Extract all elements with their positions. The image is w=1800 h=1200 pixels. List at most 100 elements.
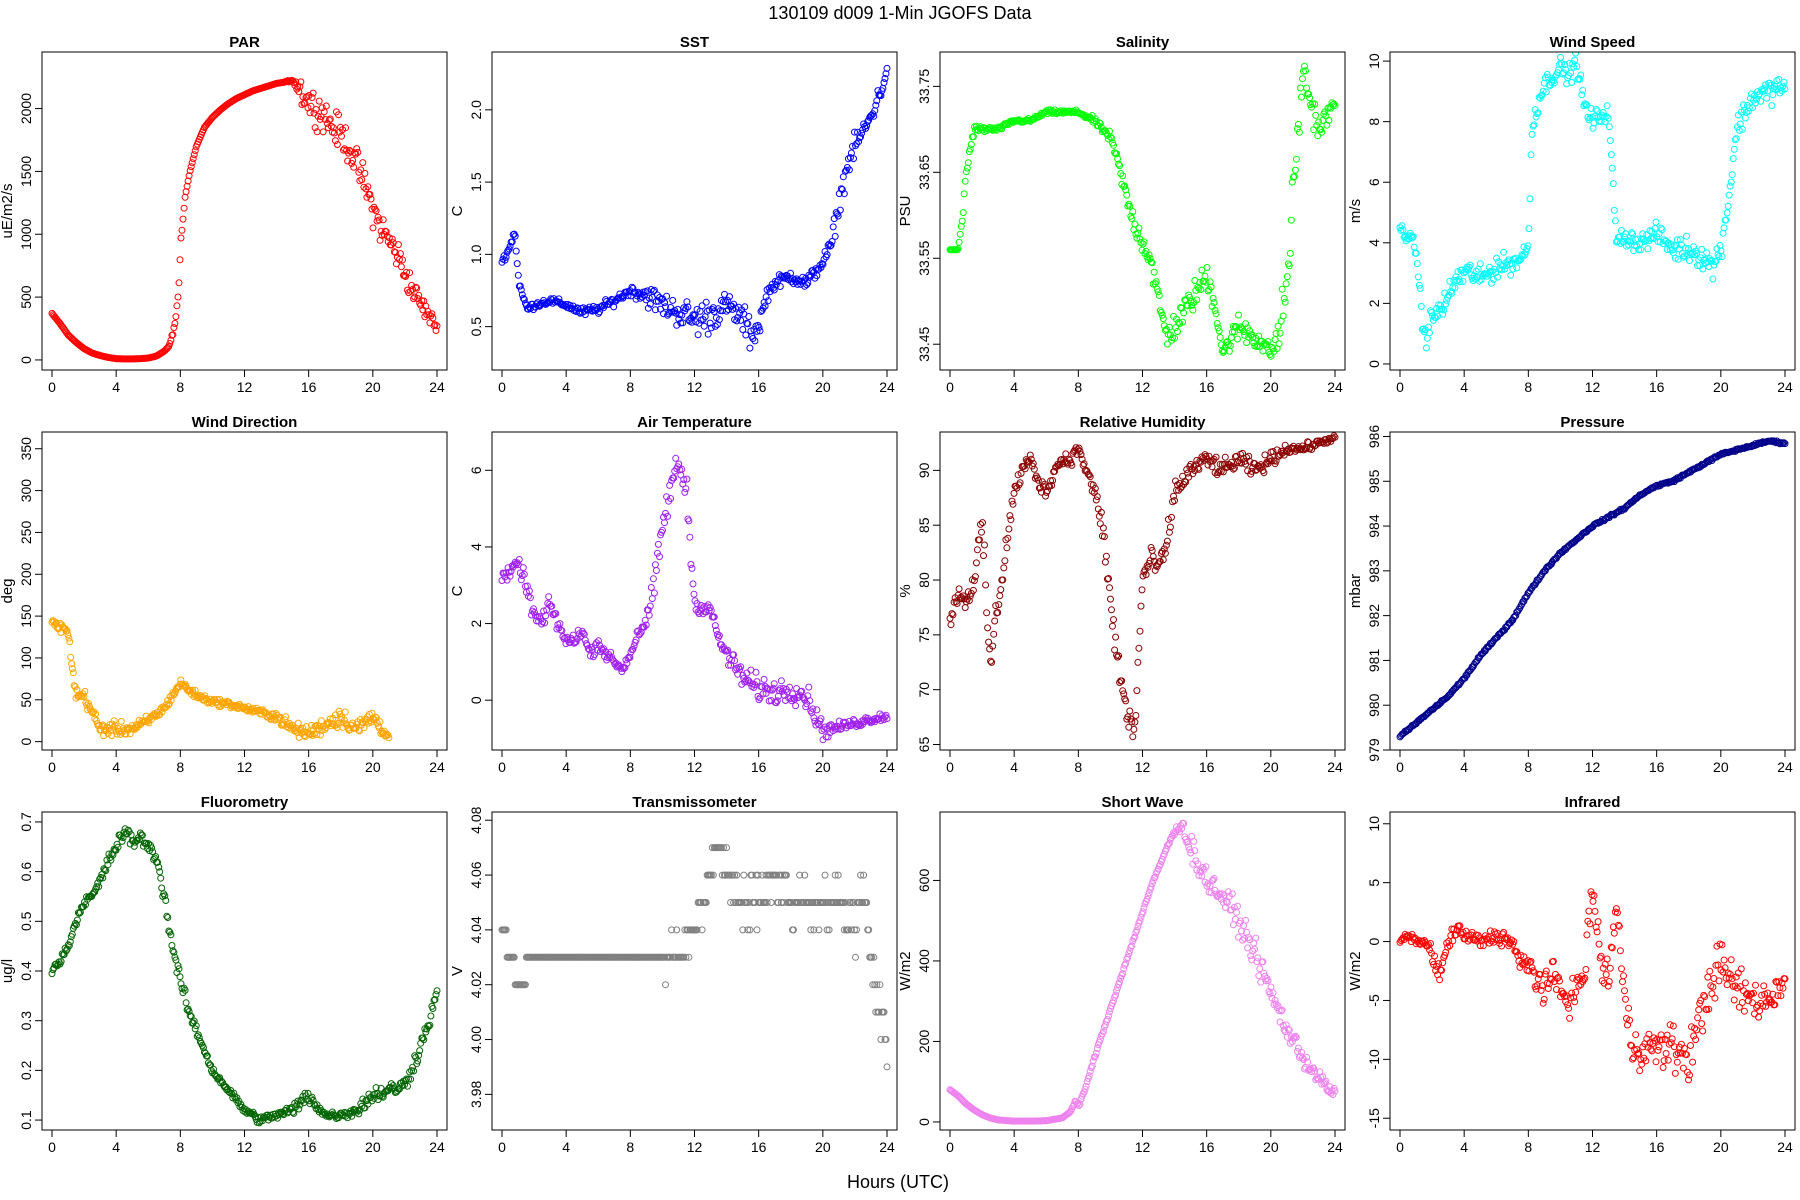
point-infrared-211 bbox=[1610, 929, 1618, 937]
point-air-temperature-204 bbox=[705, 607, 713, 615]
x-tick-label-air-temperature-1: 4 bbox=[562, 759, 570, 775]
point-air-temperature-219 bbox=[721, 646, 728, 654]
point-wind-direction-47 bbox=[90, 708, 98, 716]
point-infrared-339 bbox=[1740, 1007, 1748, 1015]
point-fluorometry-132 bbox=[182, 999, 190, 1007]
point-short-wave-235 bbox=[1185, 843, 1193, 851]
point-infrared-253 bbox=[1653, 1035, 1661, 1043]
point-fluorometry-46 bbox=[95, 883, 103, 891]
point-relative-humidity-158 bbox=[1107, 595, 1114, 603]
point-infrared-331 bbox=[1732, 973, 1740, 981]
point-infrared-166 bbox=[1565, 1004, 1573, 1012]
point-wind-speed-115 bbox=[1513, 264, 1521, 272]
point-infrared-115 bbox=[1513, 948, 1521, 956]
x-tick-label-transmissometer-5: 20 bbox=[815, 1139, 831, 1155]
point-salinity-263 bbox=[1213, 320, 1221, 327]
x-tick-label-sst-4: 16 bbox=[751, 379, 767, 395]
point-fluorometry-377 bbox=[431, 996, 439, 1004]
point-wind-speed-249 bbox=[1649, 235, 1657, 243]
point-wind-direction-369 bbox=[376, 718, 384, 726]
point-infrared-252 bbox=[1652, 1058, 1660, 1066]
point-short-wave-133 bbox=[1081, 1085, 1089, 1093]
point-relative-humidity-25 bbox=[971, 573, 979, 581]
point-wind-direction-18 bbox=[64, 631, 72, 639]
point-transmissometer-236 bbox=[738, 899, 746, 906]
point-infrared-156 bbox=[1555, 973, 1562, 981]
point-salinity-236 bbox=[1186, 294, 1194, 301]
point-wind-speed-281 bbox=[1681, 244, 1689, 252]
point-infrared-200 bbox=[1599, 964, 1607, 972]
points-relative-humidity bbox=[946, 432, 1339, 741]
plot-frame-wind-direction bbox=[41, 431, 448, 751]
x-tick-label-wind-direction-3: 12 bbox=[237, 759, 253, 775]
x-tick-label-par-3: 12 bbox=[237, 379, 253, 395]
point-salinity-184 bbox=[1133, 234, 1141, 242]
point-sst-203 bbox=[704, 330, 712, 338]
point-fluorometry-53 bbox=[102, 867, 110, 875]
point-sst-208 bbox=[709, 304, 717, 312]
x-tick-label-sst-2: 8 bbox=[626, 379, 634, 395]
point-wind-direction-298 bbox=[313, 731, 321, 739]
point-wind-speed-96 bbox=[1494, 273, 1501, 281]
point-relative-humidity-368 bbox=[1320, 439, 1328, 447]
point-short-wave-181 bbox=[1130, 934, 1138, 942]
panel-title-par: PAR bbox=[229, 34, 260, 51]
point-wind-direction-91 bbox=[129, 724, 137, 732]
point-relative-humidity-244 bbox=[1194, 464, 1202, 472]
x-tick-label-wind-speed-2: 8 bbox=[1524, 379, 1532, 395]
point-air-temperature-271 bbox=[773, 697, 781, 705]
point-short-wave-340 bbox=[1291, 1032, 1299, 1040]
point-infrared-112 bbox=[1510, 938, 1518, 946]
point-salinity-230 bbox=[1180, 309, 1188, 317]
point-relative-humidity-34 bbox=[981, 541, 988, 549]
point-relative-humidity-171 bbox=[1120, 690, 1128, 698]
point-relative-humidity-183 bbox=[1132, 712, 1140, 719]
point-relative-humidity-235 bbox=[1185, 473, 1193, 481]
point-wind-speed-328 bbox=[1729, 155, 1737, 163]
point-infrared-300 bbox=[1701, 993, 1709, 1001]
point-wind-speed-308 bbox=[1709, 275, 1717, 283]
point-infrared-219 bbox=[1619, 978, 1626, 986]
point-infrared-268 bbox=[1668, 1035, 1676, 1043]
point-wind-speed-117 bbox=[1515, 257, 1523, 265]
point-wind-speed-290 bbox=[1691, 251, 1699, 259]
point-transmissometer-359 bbox=[863, 899, 871, 906]
plot-frame-transmissometer bbox=[491, 811, 898, 1131]
y-axis-label-wind-speed: m/s bbox=[1347, 199, 1364, 223]
x-tick-label-fluorometry-3: 12 bbox=[237, 1139, 253, 1155]
point-air-temperature-107 bbox=[607, 648, 615, 656]
point-transmissometer-348 bbox=[852, 953, 859, 961]
point-air-temperature-169 bbox=[670, 474, 678, 482]
point-wind-speed-357 bbox=[1759, 88, 1767, 95]
point-short-wave-139 bbox=[1087, 1064, 1095, 1072]
y-tick-label-relative-humidity-4: 85 bbox=[916, 517, 932, 533]
point-fluorometry-373 bbox=[427, 1012, 435, 1020]
point-sst-160 bbox=[661, 299, 668, 307]
point-infrared-325 bbox=[1726, 970, 1734, 978]
point-par-126 bbox=[176, 256, 184, 264]
point-fluorometry-379 bbox=[433, 987, 441, 995]
point-salinity-164 bbox=[1113, 150, 1121, 158]
point-par-316 bbox=[369, 224, 377, 232]
point-fluorometry-243 bbox=[295, 1105, 303, 1113]
y-axis-label-transmissometer: V bbox=[449, 966, 466, 976]
point-transmissometer-166 bbox=[667, 953, 675, 961]
point-infrared-310 bbox=[1711, 994, 1719, 1002]
point-par-349 bbox=[403, 268, 410, 276]
point-sst-76 bbox=[575, 308, 583, 316]
point-salinity-360 bbox=[1312, 111, 1320, 119]
point-short-wave-145 bbox=[1093, 1045, 1101, 1052]
point-fluorometry-112 bbox=[162, 897, 170, 904]
point-short-wave-296 bbox=[1247, 952, 1255, 960]
point-salinity-339 bbox=[1290, 173, 1298, 181]
panel-title-short-wave: Short Wave bbox=[1102, 794, 1184, 811]
point-sst-20 bbox=[518, 291, 526, 299]
point-sst-181 bbox=[682, 305, 690, 312]
point-short-wave-137 bbox=[1085, 1072, 1093, 1080]
point-wind-speed-2 bbox=[1398, 222, 1406, 230]
point-infrared-205 bbox=[1604, 982, 1612, 990]
panel-title-salinity: Salinity bbox=[1116, 34, 1170, 51]
x-tick-label-infrared-3: 12 bbox=[1585, 1139, 1601, 1155]
point-wind-speed-103 bbox=[1501, 265, 1509, 273]
point-short-wave-313 bbox=[1264, 977, 1272, 984]
